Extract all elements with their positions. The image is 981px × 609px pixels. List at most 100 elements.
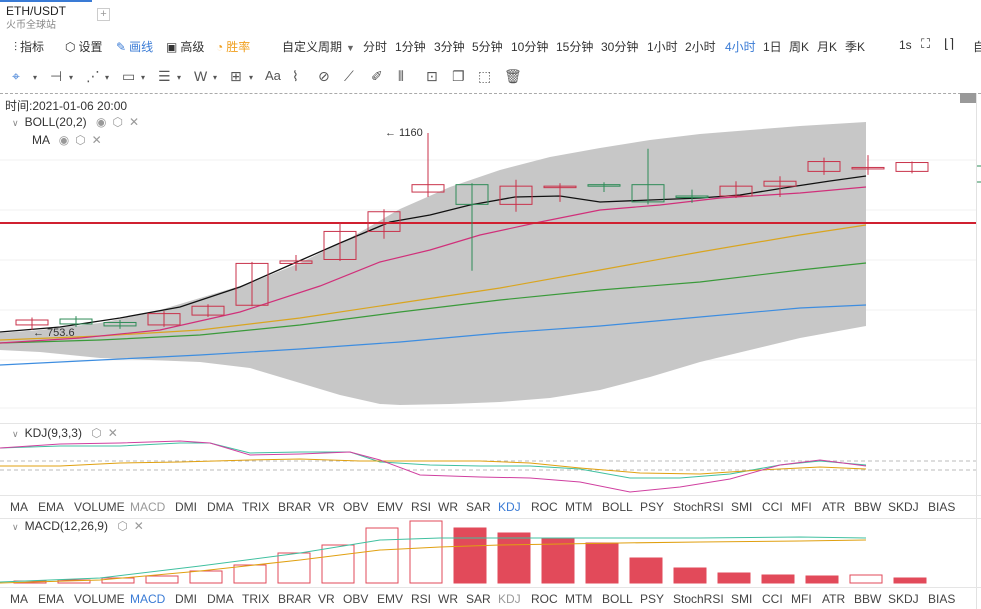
macd-tab-sar[interactable]: SAR — [466, 592, 491, 606]
period-5[interactable]: 15分钟 — [556, 40, 594, 54]
macd-tab-stochrsi[interactable]: StochRSI — [673, 592, 724, 606]
chevron-down-icon[interactable]: ▾ — [177, 73, 182, 82]
chevron-down-icon[interactable]: ∨ — [12, 118, 19, 128]
winrate-button[interactable]: ◔ 胜率 — [216, 38, 250, 55]
macd-tab-rsi[interactable]: RSI — [411, 592, 432, 606]
macd-tab-atr[interactable]: ATR — [822, 592, 846, 606]
horizontal-line-icon[interactable]: ⊣ — [50, 68, 63, 84]
period-0[interactable]: 分时 — [363, 40, 388, 54]
macd-tab-cci[interactable]: CCI — [762, 592, 783, 606]
period-1[interactable]: 1分钟 — [395, 40, 426, 54]
macd-tab-dmi[interactable]: DMI — [175, 592, 197, 606]
chevron-down-icon[interactable]: ∨ — [12, 522, 19, 532]
macd-tab-boll[interactable]: BOLL — [602, 592, 633, 606]
pen-icon[interactable]: ✐ — [371, 68, 383, 84]
custom-period-dropdown[interactable]: 自定义周期 ▼ — [282, 38, 355, 55]
macd-tab-trix[interactable]: TRIX — [242, 592, 270, 606]
close-icon[interactable]: ✕ — [91, 133, 102, 147]
indicators-button[interactable]: ⫶ 指标 — [14, 38, 44, 55]
kdj-tab-rsi[interactable]: RSI — [411, 500, 432, 514]
macd-tab-skdj[interactable]: SKDJ — [888, 592, 919, 606]
macd-tab-macd[interactable]: MACD — [130, 592, 166, 606]
text-icon[interactable]: Aa — [265, 68, 281, 83]
self-select-button[interactable]: 自 — [973, 40, 981, 54]
kdj-tab-stochrsi[interactable]: StochRSI — [673, 500, 724, 514]
kdj-tab-brar[interactable]: BRAR — [278, 500, 312, 514]
macd-tab-brar[interactable]: BRAR — [278, 592, 312, 606]
chevron-down-icon[interactable]: ▾ — [141, 73, 146, 82]
eye-icon[interactable]: ◉ — [58, 133, 70, 147]
chevron-down-icon[interactable]: ▾ — [69, 73, 74, 82]
chevron-down-icon[interactable]: ▾ — [213, 73, 218, 82]
magnet-icon[interactable]: ⊘ — [318, 68, 330, 84]
kdj-tab-trix[interactable]: TRIX — [242, 500, 270, 514]
kdj-tab-bias[interactable]: BIAS — [928, 500, 956, 514]
kdj-tab-vr[interactable]: VR — [318, 500, 335, 514]
period-12[interactable]: 月K — [817, 40, 838, 54]
macd-tab-volume[interactable]: VOLUME — [74, 592, 125, 606]
period-7[interactable]: 1小时 — [647, 40, 678, 54]
refresh-interval[interactable]: 1s — [899, 38, 912, 52]
kdj-tab-dmi[interactable]: DMI — [175, 500, 197, 514]
period-13[interactable]: 季K — [845, 40, 866, 54]
macd-tab-wr[interactable]: WR — [438, 592, 458, 606]
gear-icon[interactable]: ⬡ — [91, 426, 102, 440]
gear-icon[interactable]: ⬡ — [112, 115, 123, 129]
macd-tab-roc[interactable]: ROC — [531, 592, 558, 606]
period-9[interactable]: 4小时 — [725, 40, 756, 54]
eye-icon[interactable]: ◉ — [95, 115, 107, 129]
measure-icon[interactable]: ⫴ — [398, 68, 404, 84]
period-2[interactable]: 3分钟 — [434, 40, 465, 54]
close-icon[interactable]: ✕ — [107, 426, 118, 440]
macd-tab-smi[interactable]: SMI — [731, 592, 753, 606]
trash-icon[interactable]: 🗑︎ — [504, 68, 522, 84]
grid-icon[interactable]: ⊞ — [230, 68, 242, 84]
kdj-tab-cci[interactable]: CCI — [762, 500, 783, 514]
crosshair-icon[interactable]: ⌖ — [12, 68, 20, 84]
macd-tab-bbw[interactable]: BBW — [854, 592, 882, 606]
macd-tab-obv[interactable]: OBV — [343, 592, 369, 606]
symbol-tab[interactable]: ETH/USDT 火币全球站 — [0, 0, 92, 31]
draw-button[interactable]: ✎ 画线 — [116, 38, 153, 55]
period-3[interactable]: 5分钟 — [472, 40, 503, 54]
trend-line-icon[interactable]: ⋰ — [86, 68, 100, 84]
fullscreen-icon[interactable]: ⛶ — [921, 36, 931, 51]
chevron-down-icon[interactable]: ▾ — [249, 73, 254, 82]
chevron-down-icon[interactable]: ▾ — [105, 73, 110, 82]
chevron-down-icon[interactable]: ∨ — [12, 429, 19, 439]
kdj-tab-mfi[interactable]: MFI — [791, 500, 812, 514]
macd-tab-kdj[interactable]: KDJ — [498, 592, 521, 606]
kdj-tab-emv[interactable]: EMV — [377, 500, 404, 514]
kdj-tab-roc[interactable]: ROC — [531, 500, 558, 514]
kdj-tab-ma[interactable]: MA — [10, 500, 28, 514]
gear-icon[interactable]: ⬡ — [75, 133, 86, 147]
kdj-tab-skdj[interactable]: SKDJ — [888, 500, 919, 514]
kdj-tab-dma[interactable]: DMA — [207, 500, 234, 514]
macd-tab-psy[interactable]: PSY — [640, 592, 665, 606]
kdj-tab-bbw[interactable]: BBW — [854, 500, 882, 514]
period-4[interactable]: 10分钟 — [511, 40, 549, 54]
close-icon[interactable]: ✕ — [128, 115, 140, 129]
kdj-tab-sar[interactable]: SAR — [466, 500, 491, 514]
macd-tab-bias[interactable]: BIAS — [928, 592, 956, 606]
period-10[interactable]: 1日 — [763, 40, 782, 54]
macd-tab-ma[interactable]: MA — [10, 592, 28, 606]
ruler-icon[interactable]: ⟋ — [344, 68, 354, 84]
macd-tab-mfi[interactable]: MFI — [791, 592, 812, 606]
kdj-tab-boll[interactable]: BOLL — [602, 500, 633, 514]
kdj-tab-atr[interactable]: ATR — [822, 500, 846, 514]
close-icon[interactable]: ✕ — [133, 519, 144, 533]
settings-button[interactable]: ⬡ 设置 — [65, 38, 103, 55]
kdj-tab-wr[interactable]: WR — [438, 500, 458, 514]
macd-tab-emv[interactable]: EMV — [377, 592, 404, 606]
screenshot-icon[interactable]: ⬚ — [478, 68, 492, 84]
kdj-tab-psy[interactable]: PSY — [640, 500, 665, 514]
kdj-tab-obv[interactable]: OBV — [343, 500, 369, 514]
fibonacci-icon[interactable]: ⌇ — [292, 68, 299, 84]
macd-tab-dma[interactable]: DMA — [207, 592, 234, 606]
lock-icon[interactable]: ⊡ — [426, 68, 438, 84]
add-tab-button[interactable]: + — [97, 8, 110, 21]
kdj-tab-volume[interactable]: VOLUME — [74, 500, 125, 514]
chevron-down-icon[interactable]: ▾ — [33, 73, 38, 82]
